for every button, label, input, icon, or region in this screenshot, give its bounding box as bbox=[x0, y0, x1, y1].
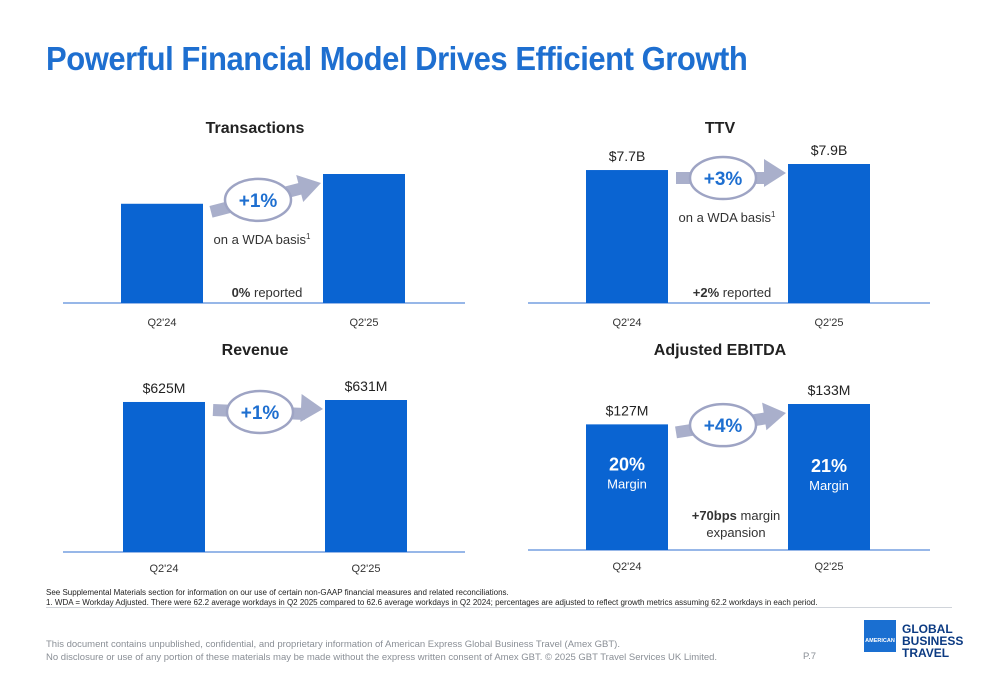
data-label-0: $625M bbox=[143, 380, 186, 396]
data-label-1: $7.9B bbox=[811, 142, 848, 158]
bar-0 bbox=[586, 424, 668, 550]
growth-value: +4% bbox=[704, 416, 743, 437]
tick-label-1: Q2'25 bbox=[814, 317, 843, 329]
footnotes: See Supplemental Materials section for i… bbox=[46, 588, 817, 608]
adjusted-ebitda-chart-svg: Q2'24 $127M Q2'25 $133M +4% 20% Margin 21% Margi… bbox=[528, 382, 930, 573]
footnote-ref: 1 bbox=[771, 210, 776, 219]
growth-ellipse bbox=[688, 402, 758, 448]
margin-label-0: Margin bbox=[607, 476, 647, 491]
data-label-0: $7.7B bbox=[609, 148, 646, 164]
wda-note-text: on a WDA basis bbox=[214, 232, 307, 247]
page-number: P.7 bbox=[803, 651, 817, 662]
bar-0 bbox=[123, 401, 205, 552]
margin-value-0: 20% bbox=[609, 454, 645, 474]
tick-label-0: Q2'24 bbox=[147, 317, 176, 329]
growth-arrow: +1% bbox=[209, 174, 321, 223]
tick-label-1: Q2'25 bbox=[814, 561, 843, 573]
growth-ellipse bbox=[223, 177, 293, 223]
margin-expansion: +70bps margin bbox=[692, 508, 781, 523]
arrow-head bbox=[763, 159, 786, 188]
chart-title: Transactions bbox=[205, 120, 305, 137]
tick-label-0: Q2'24 bbox=[612, 317, 641, 329]
reported-label: reported bbox=[719, 285, 771, 300]
reported-value: +2% bbox=[693, 285, 720, 300]
wda-note-text: on a WDA basis bbox=[679, 210, 772, 225]
wda-note: on a WDA basis1 bbox=[679, 210, 777, 225]
transactions-chart-svg: Q2'24 Q2'25 +1% on a WDA basis1 0% reported bbox=[63, 174, 465, 329]
growth-arrow: +4% bbox=[675, 402, 786, 448]
arrow-head bbox=[762, 402, 786, 431]
adjusted-ebitda-chart: Adjusted EBITDA Q2'24 $127M Q2'25 $133M +4% 2… bbox=[510, 342, 930, 582]
reported-growth: +2% reported bbox=[693, 285, 771, 300]
logo-box-text-2: EXPRESS bbox=[867, 654, 893, 660]
reported-growth: 0% reported bbox=[232, 285, 303, 300]
margin-expansion-value: +70bps bbox=[692, 508, 737, 523]
disclaimer-line-2: No disclosure or use of any portion of t… bbox=[46, 652, 718, 663]
brand-line-1: GLOBAL bbox=[902, 622, 953, 636]
footnote-2: 1. WDA = Workday Adjusted. There were 62… bbox=[46, 598, 818, 607]
ttv-chart-svg: Q2'24 $7.7B Q2'25 $7.9B +3% on a WDA basis1 +2… bbox=[528, 142, 930, 329]
disclaimer-line-1: This document contains unpublished, conf… bbox=[46, 639, 620, 650]
data-label-1: $631M bbox=[345, 378, 388, 394]
data-label-0: $127M bbox=[606, 402, 649, 418]
margin-expansion-label-2: expansion bbox=[706, 525, 765, 540]
margin-value-1: 21% bbox=[811, 456, 847, 476]
growth-value: +3% bbox=[704, 169, 743, 190]
tick-label-0: Q2'24 bbox=[612, 561, 641, 573]
tick-label-0: Q2'24 bbox=[149, 563, 178, 575]
bar-0 bbox=[121, 203, 203, 303]
ttv-chart: TTV Q2'24 $7.7B Q2'25 $7.9B +3% on a WDA basi… bbox=[510, 120, 930, 360]
revenue-chart: Revenue Q2'24 $625M Q2'25 $631M +1% bbox=[45, 342, 465, 582]
reported-label: reported bbox=[250, 285, 302, 300]
bar-1 bbox=[323, 174, 405, 303]
chart-title: Adjusted EBITDA bbox=[653, 342, 787, 359]
bar-1 bbox=[325, 400, 407, 552]
bar-0 bbox=[586, 170, 668, 303]
margin-expansion-label: margin bbox=[737, 508, 780, 523]
revenue-chart-svg: Q2'24 $625M Q2'25 $631M +1% bbox=[63, 378, 465, 575]
arrow-head bbox=[296, 174, 321, 203]
page-title: Powerful Financial Model Drives Efficien… bbox=[46, 40, 748, 77]
growth-ellipse bbox=[225, 389, 295, 435]
arrow-head bbox=[300, 394, 323, 423]
growth-ellipse bbox=[688, 155, 758, 201]
margin-label-1: Margin bbox=[809, 478, 849, 493]
growth-arrow: +1% bbox=[212, 389, 323, 435]
bar-1 bbox=[788, 404, 870, 550]
brand-line-3: TRAVEL bbox=[902, 646, 950, 660]
tick-label-1: Q2'25 bbox=[351, 563, 380, 575]
growth-value: +1% bbox=[239, 191, 278, 212]
tick-label-1: Q2'25 bbox=[349, 317, 378, 329]
wda-note: on a WDA basis1 bbox=[214, 232, 312, 247]
divider bbox=[46, 607, 952, 608]
footnote-1: See Supplemental Materials section for i… bbox=[46, 588, 509, 597]
footnote-ref: 1 bbox=[306, 232, 311, 241]
transactions-chart: Transactions Q2'24 Q2'25 +1% on a WDA basis… bbox=[45, 120, 465, 360]
logo-box-text-1: AMERICAN bbox=[865, 638, 895, 644]
disclaimer: This document contains unpublished, conf… bbox=[46, 638, 717, 664]
brand-wordmark: GLOBAL BUSINESS TRAVEL bbox=[902, 623, 963, 659]
bar-1 bbox=[788, 164, 870, 303]
growth-arrow: +3% bbox=[675, 155, 786, 201]
reported-value: 0% bbox=[232, 285, 251, 300]
amex-logo: AMERICAN EXPRESS bbox=[864, 620, 896, 660]
data-label-1: $133M bbox=[808, 382, 851, 398]
chart-title: TTV bbox=[704, 120, 736, 137]
chart-title: Revenue bbox=[221, 342, 289, 359]
brand-line-2: BUSINESS bbox=[902, 634, 964, 648]
growth-value: +1% bbox=[241, 403, 280, 424]
